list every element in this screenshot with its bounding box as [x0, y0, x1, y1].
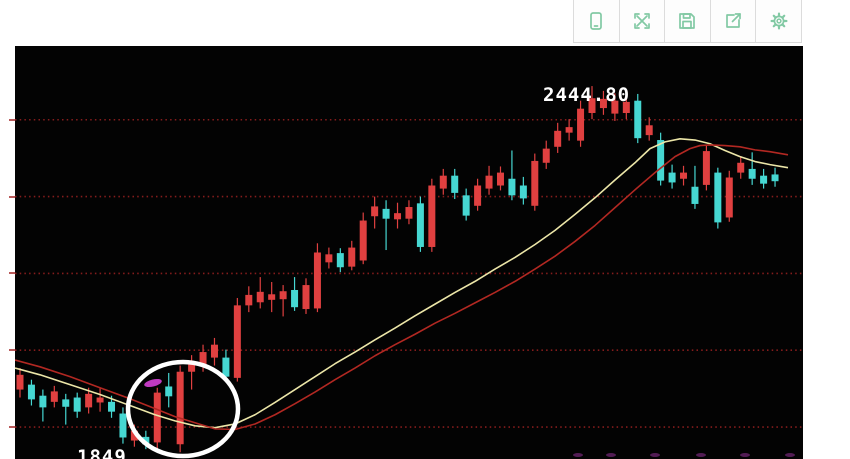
candles — [16, 86, 779, 453]
save-button[interactable] — [664, 0, 710, 42]
ma-slow-red — [15, 144, 789, 431]
annotations: 2444.80 1849 — [77, 84, 630, 459]
share-button[interactable] — [709, 0, 756, 42]
candlestick-chart-panel[interactable]: 2444.80 1849 — [15, 46, 803, 459]
low-price-label: 1849 — [77, 446, 127, 459]
axis-tick — [9, 118, 15, 121]
axis-tick — [9, 426, 15, 429]
highlight-circle — [125, 359, 241, 459]
chart-toolbar — [573, 0, 802, 43]
gridlines — [15, 118, 803, 428]
save-icon — [675, 9, 699, 33]
magenta-dash-mark — [144, 378, 162, 388]
fullscreen-button[interactable] — [618, 0, 665, 42]
candlestick-chart-canvas[interactable]: 2444.80 1849 — [15, 46, 803, 459]
axis-tick — [9, 349, 15, 352]
share-icon — [721, 9, 745, 33]
expand-icon — [630, 9, 654, 33]
bottom-volume-marks — [573, 453, 795, 457]
axis-tick — [9, 272, 15, 275]
gear-icon — [767, 9, 791, 33]
moving-averages — [15, 138, 789, 431]
settings-button[interactable] — [755, 0, 802, 42]
mobile-icon — [584, 9, 608, 33]
axis-tick — [9, 195, 15, 198]
mobile-view-button[interactable] — [573, 0, 619, 42]
ma-fast-yellow — [15, 138, 789, 429]
high-price-label: 2444.80 — [543, 84, 630, 106]
